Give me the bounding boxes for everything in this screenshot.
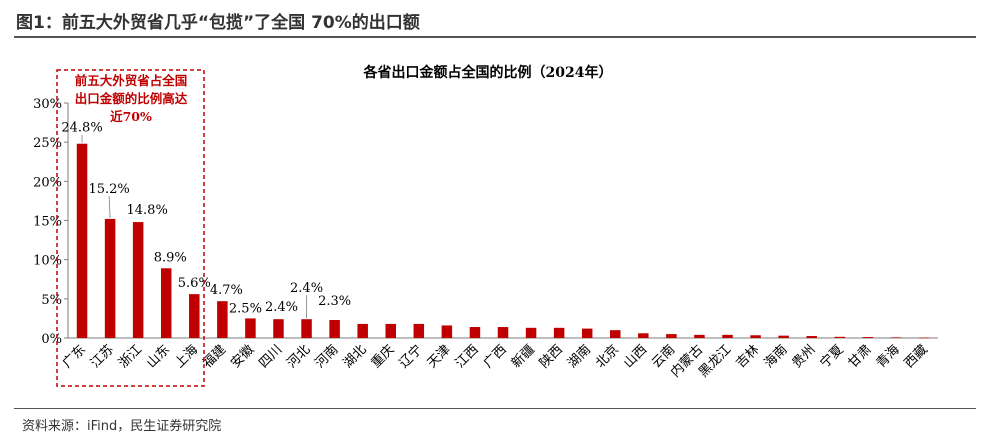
y-tick-label: 30%: [33, 97, 62, 112]
chart-title: 各省出口金额占全国的比例（2024年）: [363, 64, 613, 81]
bar-山东: [160, 268, 172, 338]
x-tick-label: 广西: [481, 342, 510, 371]
bar-福建: [217, 301, 228, 338]
page-title: 图1：前五大外贸省几乎“包揽”了全国 70%的出口额: [16, 13, 420, 33]
bar-黑龙江: [722, 334, 733, 338]
x-tick-label: 四川: [256, 342, 285, 371]
bar-甘肃: [862, 337, 874, 338]
footer-divider: [14, 408, 976, 409]
data-label: 2.3%: [318, 294, 351, 309]
bar-宁夏: [834, 336, 846, 338]
bar-天津: [441, 325, 453, 338]
x-tick-label: 重庆: [368, 342, 398, 372]
data-label: 4.7%: [210, 283, 243, 298]
y-tick-label: 15%: [33, 215, 62, 230]
annotation-box: [56, 69, 205, 387]
x-tick-label: 安徽: [228, 342, 257, 371]
x-tick-label: 江西: [453, 342, 482, 371]
annotation-text: 近70%: [110, 109, 152, 124]
leader-line: [108, 195, 111, 218]
bar-辽宁: [413, 323, 425, 338]
y-tick-label: 20%: [33, 175, 62, 190]
x-tick-label: 宁夏: [817, 342, 847, 372]
bar-贵州: [806, 336, 817, 338]
x-tick-label: 贵州: [790, 342, 819, 371]
y-tick-label: 0%: [41, 332, 62, 347]
x-tick-label: 天津: [425, 342, 454, 371]
data-label: 5.6%: [178, 276, 211, 291]
data-label: 15.2%: [88, 182, 129, 197]
bar-内蒙古: [694, 334, 705, 338]
bar-湖南: [581, 328, 593, 338]
data-label: 8.9%: [154, 250, 187, 265]
bar-河南: [329, 319, 340, 338]
x-tick-label: 海南: [761, 342, 791, 372]
bar-新疆: [525, 327, 537, 338]
bar-安徽: [245, 318, 256, 338]
x-tick-label: 新疆: [508, 342, 538, 372]
bar-山西: [638, 333, 649, 338]
bar-广东: [76, 143, 88, 338]
x-tick-label: 上海: [172, 342, 201, 371]
bar-重庆: [385, 323, 396, 338]
source-note: 资料来源：iFind，民生证券研究院: [22, 419, 222, 434]
x-tick-label: 甘肃: [846, 342, 875, 371]
x-tick-label: 陕西: [537, 342, 566, 371]
bar-云南: [666, 334, 677, 338]
bar-陕西: [553, 327, 565, 338]
x-tick-label: 山东: [144, 342, 173, 371]
bar-北京: [610, 330, 621, 338]
y-tick-label: 25%: [33, 136, 62, 151]
x-tick-label: 吉林: [733, 342, 762, 371]
bar-青海: [890, 337, 902, 338]
bar-浙江: [132, 222, 144, 338]
x-tick-label: 江苏: [87, 342, 117, 372]
bar-上海: [189, 294, 200, 338]
x-tick-label: 湖南: [564, 342, 594, 372]
x-tick-label: 北京: [593, 342, 622, 371]
annotation-text: 前五大外贸省占全国: [75, 73, 188, 88]
x-tick-label: 辽宁: [396, 342, 426, 372]
data-label: 24.8%: [61, 121, 102, 136]
bar-西藏: [918, 337, 930, 339]
y-tick-label: 5%: [41, 293, 62, 308]
bar-江西: [469, 327, 481, 338]
x-tick-label: 湖北: [341, 342, 370, 371]
bar-广西: [497, 327, 509, 338]
x-tick-label: 浙江: [116, 342, 145, 371]
x-tick-label: 河南: [312, 342, 342, 372]
x-tick-label: 山西: [621, 342, 650, 371]
data-label: 2.5%: [229, 301, 262, 316]
x-tick-label: 河北: [284, 342, 313, 371]
data-label: 2.4%: [265, 300, 298, 315]
bar-湖北: [357, 323, 368, 338]
x-tick-label: 广东: [60, 342, 89, 371]
bar-吉林: [750, 335, 761, 338]
bar-四川: [273, 319, 284, 338]
x-tick-label: 黑龙江: [696, 342, 734, 380]
data-label: 2.4%: [290, 281, 323, 296]
bar-江苏: [104, 218, 116, 338]
header: 图1：前五大外贸省几乎“包揽”了全国 70%的出口额: [14, 8, 976, 38]
bar-河北: [301, 319, 312, 338]
data-label: 14.8%: [127, 203, 168, 218]
x-tick-label: 西藏: [902, 342, 931, 371]
bar-海南: [778, 335, 789, 338]
x-tick-label: 青海: [874, 342, 903, 371]
y-tick-label: 10%: [33, 254, 62, 269]
annotation-text: 出口金额的比例高达: [75, 91, 188, 106]
